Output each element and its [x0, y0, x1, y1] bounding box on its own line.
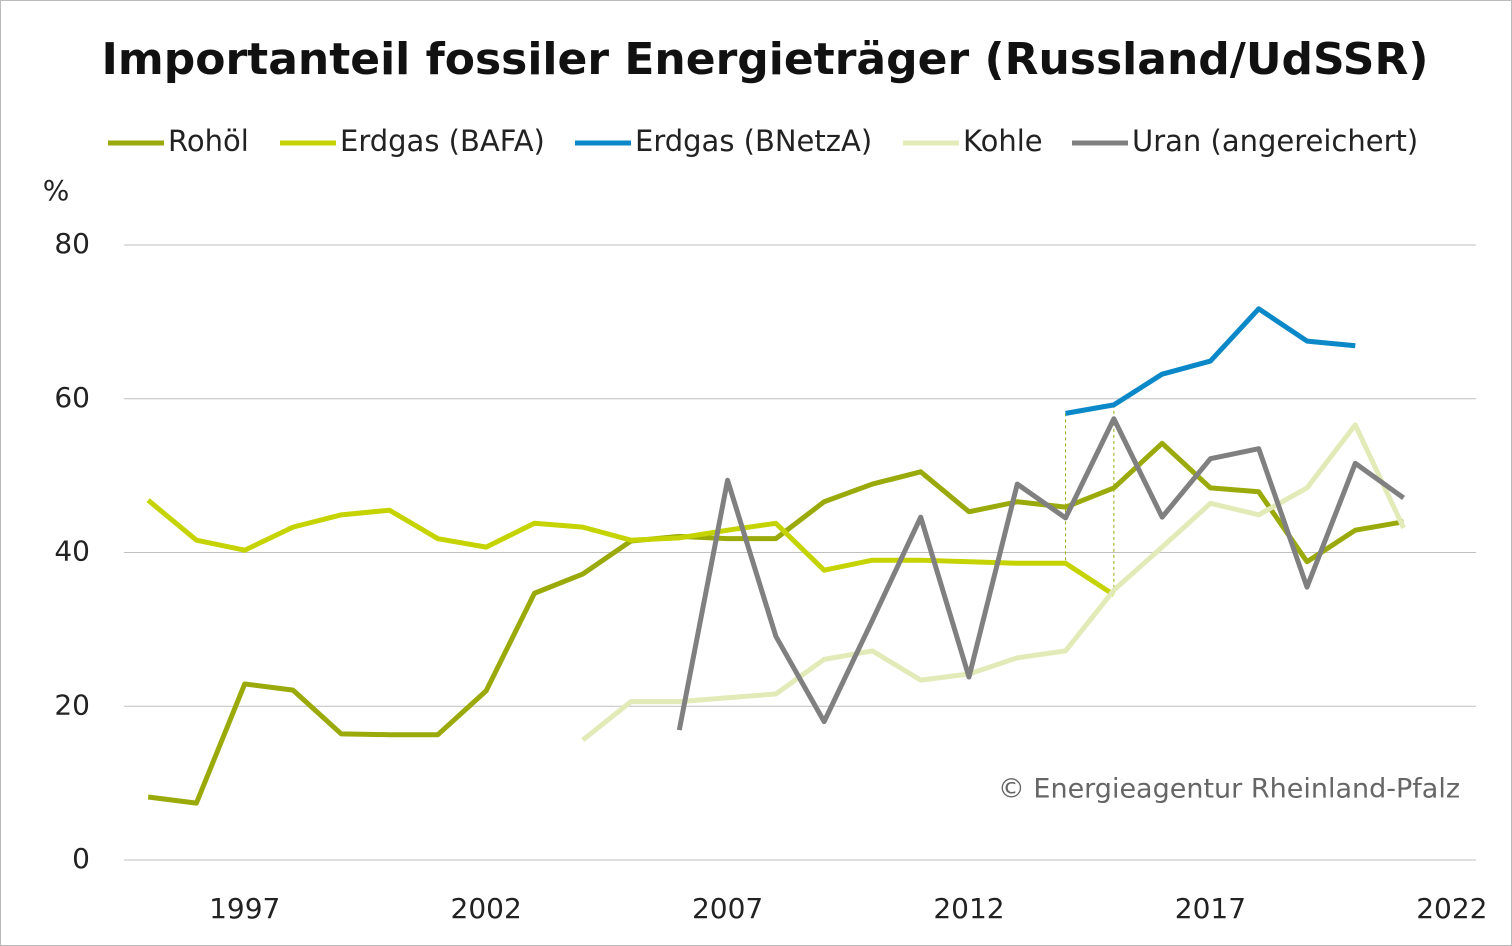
legend-label: Erdgas (BAFA) — [340, 124, 545, 158]
x-tick-label: 2007 — [692, 892, 763, 925]
x-tick-label: 2002 — [451, 892, 522, 925]
x-tick-label: 2012 — [933, 892, 1004, 925]
legend-label: Uran (angereichert) — [1132, 124, 1418, 158]
x-tick-label: 2017 — [1175, 892, 1246, 925]
series-line — [147, 440, 1405, 806]
legend-label: Rohöl — [168, 124, 249, 158]
series-line — [1065, 306, 1356, 416]
y-tick-label: 20 — [54, 688, 90, 721]
legend-label: Erdgas (BNetzA) — [635, 124, 872, 158]
y-tick-label: 60 — [54, 381, 90, 414]
x-tick-label: 2022 — [1416, 892, 1487, 925]
series-line — [146, 498, 1116, 597]
series-line — [581, 422, 1406, 743]
legend-label: Kohle — [963, 124, 1043, 158]
copyright: © Energieagentur Rheinland-Pfalz — [998, 774, 1460, 805]
series-line — [676, 416, 1406, 731]
chart-title: Importanteil fossiler Energieträger (Rus… — [102, 34, 1429, 85]
y-axis-label: % — [43, 174, 70, 207]
x-tick-label: 1997 — [209, 892, 280, 925]
y-tick-label: 0 — [72, 842, 90, 875]
y-tick-label: 80 — [54, 227, 90, 260]
y-tick-label: 40 — [54, 535, 90, 568]
